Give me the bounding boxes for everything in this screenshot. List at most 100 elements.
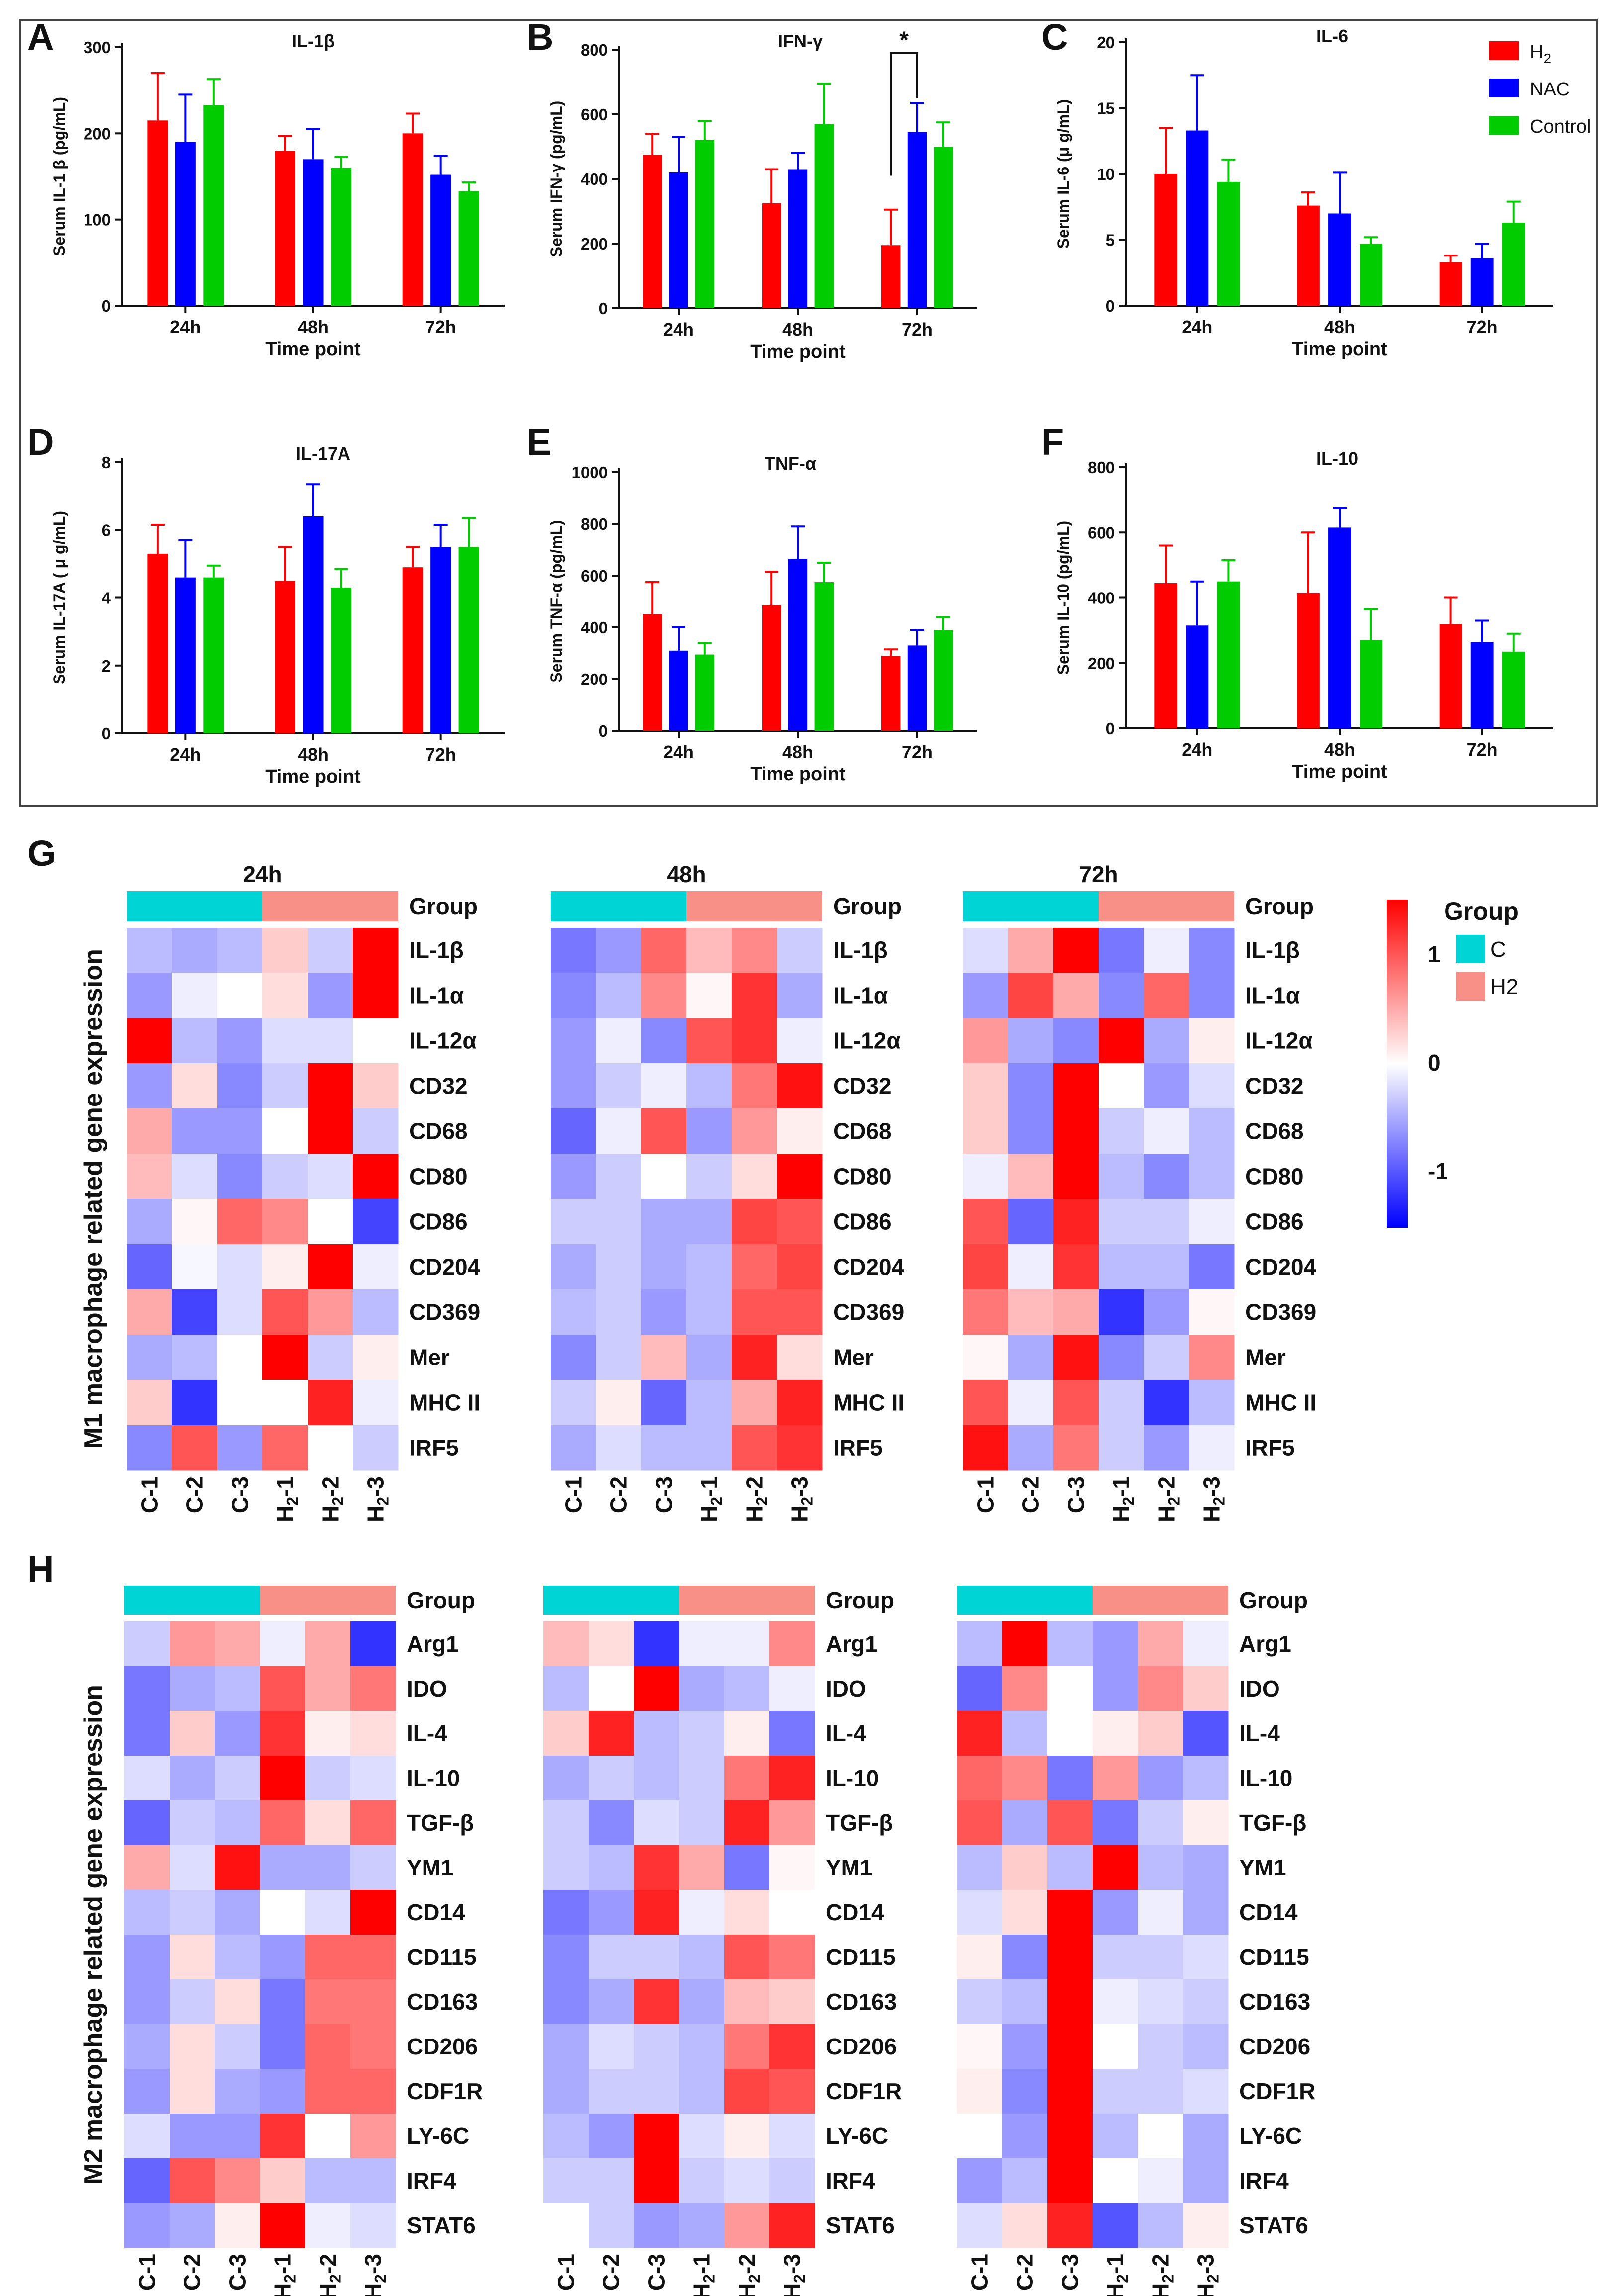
group-bar-c <box>543 1586 679 1615</box>
gene-label: CD32 <box>833 1073 892 1099</box>
heat-cell <box>217 928 263 973</box>
heat-cell <box>634 2069 680 2114</box>
heat-cell <box>1053 1018 1099 1064</box>
heat-cell <box>215 1845 260 1890</box>
heat-cell <box>170 1845 215 1890</box>
heat-cell <box>634 1711 680 1756</box>
heat-cell <box>957 1935 1003 1980</box>
heat-cell <box>543 1621 589 1667</box>
heat-cell <box>172 973 218 1019</box>
heat-cell <box>732 1289 777 1335</box>
x-tick-label: 72h <box>425 317 456 337</box>
y-tick-label: 5 <box>1106 231 1115 250</box>
bar-h2-48h <box>1297 205 1320 306</box>
heat-cell <box>543 1890 589 1935</box>
heat-cell <box>957 2024 1003 2069</box>
bar-control-24h <box>695 654 714 731</box>
heat-cell <box>543 1845 589 1890</box>
heat-cell <box>124 1756 170 1801</box>
chart-title: IFN-γ <box>778 31 823 51</box>
heat-cell <box>217 1154 263 1199</box>
bar-h2-48h <box>275 151 296 306</box>
group-label: Group <box>409 893 478 919</box>
heat-cell <box>1093 2114 1138 2159</box>
heat-cell <box>724 1935 770 1980</box>
heat-cell <box>1008 1244 1054 1290</box>
heat-cell <box>305 1979 351 2025</box>
heat-cell <box>641 1289 687 1335</box>
heat-cell <box>172 1380 218 1426</box>
y-tick-label: 600 <box>581 567 608 585</box>
heat-cell <box>1002 1800 1048 1846</box>
heat-cell <box>305 2203 351 2248</box>
heat-cell <box>124 2024 170 2069</box>
gene-label: MHC II <box>1245 1390 1316 1416</box>
bar-control-72h <box>458 547 479 733</box>
heatmap-h-72h: 72hGroupArg1IDOIL-4IL-10TGF-βYM1CD14CD11… <box>957 1586 1315 2296</box>
bar-control-24h <box>1217 181 1240 306</box>
bar-chart-d: D IL-17A 0 2 4 6 8 Serum IL-17A ( μ g/mL) 24h 48h… <box>27 422 505 787</box>
heat-cell <box>543 2158 589 2204</box>
legend-nac-label: NAC <box>1530 79 1570 100</box>
heat-cell <box>1002 1845 1048 1890</box>
bar-h2-48h <box>762 203 781 308</box>
bar-h2-72h <box>402 567 423 733</box>
gene-label: CD204 <box>833 1254 905 1280</box>
heat-cell <box>1138 2069 1184 2114</box>
heat-cell <box>777 1425 823 1471</box>
heat-cell <box>1093 1845 1138 1890</box>
heat-cell <box>732 1380 777 1426</box>
heat-cell <box>350 1890 396 1935</box>
heat-cell <box>589 2069 634 2114</box>
heat-cell <box>769 1890 815 1935</box>
heat-cell <box>686 1063 732 1109</box>
heat-cell <box>1099 1063 1144 1109</box>
heat-cell <box>353 928 399 973</box>
y-tick-label: 4 <box>102 589 111 607</box>
gene-label: IL-10 <box>826 1765 879 1791</box>
heat-cell <box>1099 1108 1144 1154</box>
heat-cell <box>217 1199 263 1245</box>
heat-cell <box>724 1845 770 1890</box>
column-label: C-3 <box>225 2254 251 2291</box>
heat-cell <box>679 1800 725 1846</box>
column-label: H2-1 <box>272 1476 302 1522</box>
heat-cell <box>260 1935 306 1980</box>
heat-cell <box>217 1335 263 1380</box>
heat-cell <box>957 2069 1003 2114</box>
bar-chart-f: F IL-10 0 200 400 600 800 Serum IL-10 (pg/mL) 24… <box>1041 422 1553 782</box>
heat-cell <box>170 1711 215 1756</box>
bar-nac-72h <box>1470 258 1494 306</box>
panel-letter: C <box>1041 16 1068 58</box>
heat-cell <box>353 973 399 1019</box>
gene-label: IDO <box>826 1676 866 1701</box>
heat-cell <box>634 1890 680 1935</box>
gene-label: MHC II <box>409 1390 480 1416</box>
x-axis-label: Time point <box>265 339 361 360</box>
heat-cell <box>1144 1018 1190 1064</box>
y-tick-label: 0 <box>102 724 111 743</box>
heat-cell <box>308 1244 353 1290</box>
heat-cell <box>769 2069 815 2114</box>
y-tick-label: 20 <box>1097 33 1115 52</box>
heat-cell <box>127 1199 172 1245</box>
group-bar-c <box>957 1586 1093 1615</box>
heat-cell <box>350 2069 396 2114</box>
heat-cell <box>1047 2203 1093 2248</box>
heat-cell <box>1138 1890 1184 1935</box>
heat-cell <box>308 1154 353 1199</box>
gene-label: CD369 <box>833 1299 904 1325</box>
y-tick-label: 0 <box>1106 719 1115 738</box>
heat-cell <box>686 973 732 1019</box>
heat-cell <box>1053 1154 1099 1199</box>
gene-label: CD206 <box>1239 2034 1310 2059</box>
heat-cell <box>543 2069 589 2114</box>
heatmap-g-48h: 48h Group IL-1β IL-1α IL-12α CD32 CD68 CD80 CD86… <box>551 861 905 1522</box>
gene-label: CD68 <box>409 1118 468 1144</box>
column-label: C-3 <box>644 2254 670 2291</box>
column-label: H2-2 <box>734 2254 764 2296</box>
chart-title: IL-17A <box>296 443 350 464</box>
heat-cell <box>732 1018 777 1064</box>
heat-cell <box>1144 1154 1190 1199</box>
heat-cell <box>957 2158 1003 2204</box>
